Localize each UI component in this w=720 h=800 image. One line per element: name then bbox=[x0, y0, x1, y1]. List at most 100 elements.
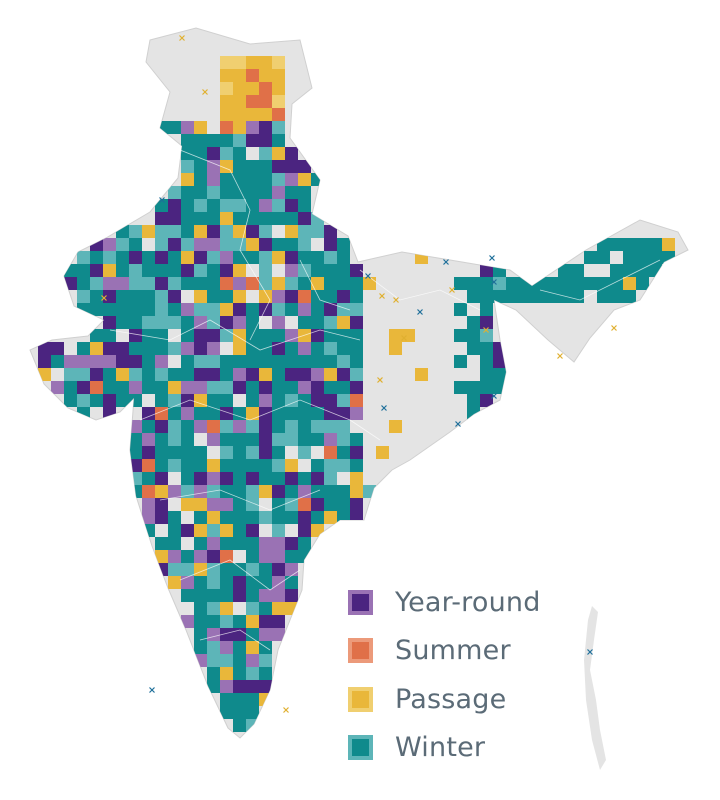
range-cell bbox=[168, 251, 181, 264]
range-cell bbox=[220, 459, 233, 472]
range-cell bbox=[311, 498, 324, 511]
range-cell bbox=[64, 381, 77, 394]
range-cell bbox=[220, 69, 233, 82]
range-cell bbox=[220, 537, 233, 550]
range-cell bbox=[311, 277, 324, 290]
range-cell bbox=[272, 394, 285, 407]
range-cell bbox=[168, 459, 181, 472]
range-cell bbox=[181, 381, 194, 394]
range-cell bbox=[285, 433, 298, 446]
range-cell bbox=[233, 563, 246, 576]
range-cell bbox=[272, 524, 285, 537]
range-cell bbox=[246, 433, 259, 446]
range-cell bbox=[129, 485, 142, 498]
range-cell bbox=[272, 355, 285, 368]
range-cell bbox=[155, 472, 168, 485]
range-cell bbox=[272, 95, 285, 108]
range-cell bbox=[233, 615, 246, 628]
range-cell bbox=[181, 212, 194, 225]
range-cell bbox=[181, 160, 194, 173]
range-cell bbox=[233, 329, 246, 342]
range-cell bbox=[259, 95, 272, 108]
range-cell bbox=[194, 329, 207, 342]
range-cell bbox=[259, 212, 272, 225]
range-cell bbox=[259, 355, 272, 368]
range-cell bbox=[181, 277, 194, 290]
range-cell bbox=[181, 433, 194, 446]
range-cell bbox=[298, 498, 311, 511]
range-cell bbox=[168, 225, 181, 238]
range-cell bbox=[285, 251, 298, 264]
range-cell bbox=[389, 342, 402, 355]
range-cell bbox=[298, 251, 311, 264]
range-cell bbox=[246, 498, 259, 511]
range-cell bbox=[233, 69, 246, 82]
range-cell bbox=[324, 316, 337, 329]
range-cell bbox=[389, 420, 402, 433]
range-cell bbox=[142, 498, 155, 511]
range-cell bbox=[168, 394, 181, 407]
range-cell bbox=[298, 368, 311, 381]
range-cell bbox=[285, 277, 298, 290]
range-cell bbox=[194, 186, 207, 199]
range-cell bbox=[311, 316, 324, 329]
range-cell bbox=[480, 290, 493, 303]
range-cell bbox=[467, 342, 480, 355]
range-cell bbox=[246, 628, 259, 641]
cross-marker-icon bbox=[443, 259, 449, 265]
range-cell bbox=[194, 602, 207, 615]
range-cell bbox=[259, 615, 272, 628]
range-cell bbox=[142, 251, 155, 264]
range-cell bbox=[155, 342, 168, 355]
range-cell bbox=[298, 277, 311, 290]
range-cell bbox=[597, 290, 610, 303]
range-cell bbox=[233, 420, 246, 433]
range-cell bbox=[90, 303, 103, 316]
range-cell bbox=[324, 290, 337, 303]
range-cell bbox=[142, 420, 155, 433]
range-cell bbox=[246, 550, 259, 563]
range-cell bbox=[220, 212, 233, 225]
range-cell bbox=[220, 576, 233, 589]
range-cell bbox=[129, 381, 142, 394]
range-cell bbox=[636, 264, 649, 277]
range-cell bbox=[519, 277, 532, 290]
range-cell bbox=[272, 576, 285, 589]
range-cell bbox=[155, 355, 168, 368]
range-cell bbox=[636, 251, 649, 264]
range-cell bbox=[480, 394, 493, 407]
range-cell bbox=[220, 95, 233, 108]
range-cell bbox=[246, 342, 259, 355]
range-cell bbox=[207, 498, 220, 511]
range-cell bbox=[194, 173, 207, 186]
range-cell bbox=[220, 238, 233, 251]
range-cell bbox=[233, 680, 246, 693]
range-cell bbox=[155, 303, 168, 316]
range-cell bbox=[558, 277, 571, 290]
range-cell bbox=[220, 641, 233, 654]
range-cell bbox=[415, 368, 428, 381]
range-cell bbox=[194, 121, 207, 134]
range-cell bbox=[337, 355, 350, 368]
range-cell bbox=[454, 381, 467, 394]
range-cell bbox=[337, 394, 350, 407]
range-cell bbox=[38, 355, 51, 368]
range-cell bbox=[77, 290, 90, 303]
range-cell bbox=[311, 303, 324, 316]
range-cell bbox=[155, 537, 168, 550]
range-cell bbox=[129, 316, 142, 329]
range-cell bbox=[324, 446, 337, 459]
range-cell bbox=[155, 511, 168, 524]
range-cell bbox=[493, 368, 506, 381]
range-cell bbox=[259, 199, 272, 212]
range-cell bbox=[207, 680, 220, 693]
range-cell bbox=[181, 342, 194, 355]
range-cell bbox=[246, 719, 259, 732]
range-cell bbox=[350, 303, 363, 316]
range-cell bbox=[129, 433, 142, 446]
range-cell bbox=[285, 329, 298, 342]
range-cell bbox=[298, 186, 311, 199]
range-cell bbox=[298, 303, 311, 316]
swatch-winter bbox=[348, 735, 373, 761]
range-cell bbox=[233, 381, 246, 394]
